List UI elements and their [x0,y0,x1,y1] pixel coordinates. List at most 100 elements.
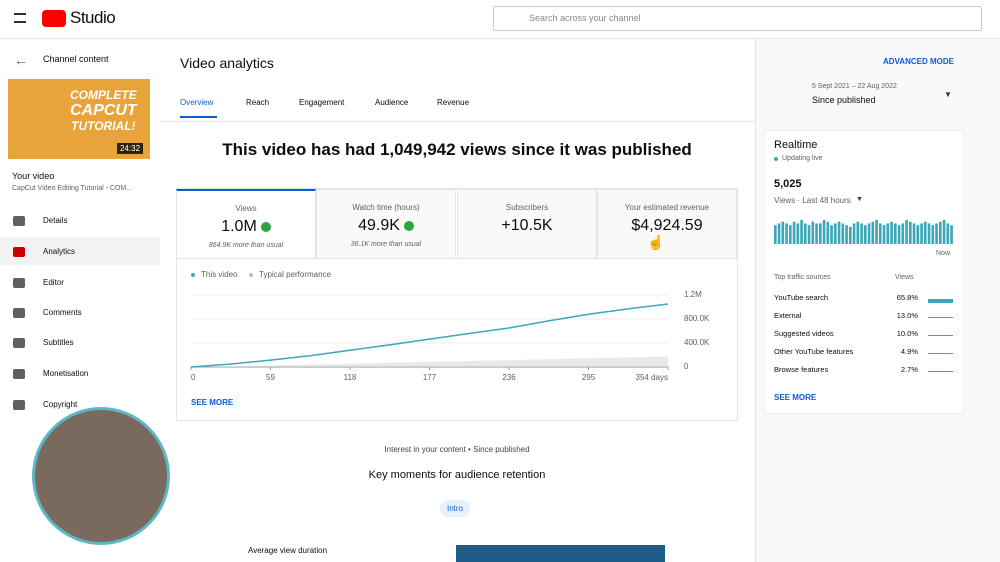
realtime-bar [879,223,882,244]
metric-value: +10.5K [501,217,553,234]
realtime-bar [864,225,867,244]
y-tick-label: 0 [684,362,689,371]
sources-header: Top traffic sources [774,274,831,281]
nav-item[interactable]: Monetisation [43,369,89,378]
y-tick-label: 400.0K [684,338,710,347]
legend-dot [249,273,253,277]
realtime-bar [927,223,931,244]
period[interactable]: Since published [812,95,876,105]
nav-item[interactable]: Editor [43,278,64,287]
headline: This video has had 1,049,942 views since… [222,140,692,159]
realtime-period[interactable]: Views · Last 48 hours [774,196,851,205]
realtime-bar [875,220,878,244]
realtime-bar [774,225,777,244]
realtime-bar [781,221,785,244]
avg-view-label: Average view duration [248,546,328,555]
advanced-mode[interactable]: ADVANCED MODE [883,57,954,66]
realtime-bar [845,225,848,244]
metric-card[interactable]: Your estimated revenue $4,924.59 [597,189,737,259]
period-arrow[interactable]: ▼ [856,196,863,203]
realtime-card [764,130,964,414]
tab[interactable]: Audience [375,98,409,107]
realtime-bar [815,223,818,244]
series-line [190,303,669,368]
metric-label: Subscribers [505,203,549,212]
realtime-bar [804,223,807,244]
tab[interactable]: Revenue [437,98,470,107]
realtime-bar [856,221,860,244]
back-arrow[interactable]: ← [14,52,28,68]
video-title: CapCut Video Editing Tutorial - COM... [12,185,133,192]
realtime-bar [822,220,826,244]
source-name: Suggested videos [774,329,834,338]
x-tick-label: 59 [266,373,275,382]
realtime-bar [841,223,845,244]
realtime-bar [935,223,938,244]
nav-item[interactable]: Comments [43,308,82,317]
tab[interactable]: Overview [180,98,214,107]
y-tick-label: 1.2M [684,290,702,299]
nav-item[interactable]: Details [43,216,68,225]
nav-item[interactable]: Analytics [43,247,76,256]
chip[interactable]: Intro [440,500,471,517]
analytics-card [176,188,738,421]
x-tick-label: 0 [191,373,196,382]
app-name: Studio [70,8,116,27]
metric-note: 864.9K more than usual [208,242,284,249]
realtime-bar [931,225,935,244]
realtime-bar [886,223,890,244]
y-tick-label: 800.0K [684,314,710,323]
realtime-bar [942,220,946,244]
realtime-bar [819,223,822,244]
source-share: 4.9% [900,347,918,356]
realtime-bar [939,221,942,244]
tab[interactable]: Reach [246,98,270,107]
realtime-count: 5,025 [774,178,802,190]
tab-underline [180,116,217,118]
metric-value: 49.9K [358,217,400,234]
nav-highlight [0,237,160,265]
realtime-bar [852,223,856,244]
x-tick-label: 118 [344,373,357,382]
realtime-bar [920,223,923,244]
dropdown-arrow[interactable]: ▼ [944,90,952,99]
x-tick-label: 295 [582,373,596,382]
search-box[interactable] [493,6,982,31]
legend-label: Typical performance [259,270,332,279]
metric-card[interactable]: Subscribers +10.5K [457,189,597,259]
realtime-bar [860,223,863,244]
metric-card[interactable]: Watch time (hours) 49.9K 36.1K more than u… [316,189,456,259]
thumbnail-line: CAPCUT [70,102,137,119]
realtime-bar [811,221,815,244]
source-name: YouTube search [774,293,829,302]
realtime-bar [894,223,897,244]
metric-card[interactable]: Views 1.0M 864.9K more than usual [176,189,316,259]
cursor: ☝ [647,234,665,250]
top-bar [0,0,1000,39]
see-more[interactable]: SEE MORE [191,398,234,407]
interest-label: Interest in your content • Since publish… [384,445,530,454]
realtime-bar [867,223,871,244]
see-more[interactable]: SEE MORE [774,393,817,402]
realtime-bar [946,223,950,244]
now-label: Now [936,250,951,257]
realtime-bar [830,225,833,244]
nav-item[interactable]: Subtitles [43,338,74,347]
x-tick-label: 354 days [636,373,668,382]
date-range[interactable]: 5 Sept 2021 – 22 Aug 2022 [812,83,897,90]
source-name: External [774,311,802,320]
menu-button[interactable] [14,13,26,23]
realtime-title: Realtime [774,139,818,151]
nav-item[interactable]: Copyright [43,400,78,409]
realtime-bar [826,221,830,244]
legend-label: This video [201,270,238,279]
sparkline [928,353,953,354]
legend-dot [191,273,195,277]
metric-label: Your estimated revenue [624,203,710,212]
tab[interactable]: Engagement [299,98,345,107]
source-share: 13.0% [896,311,918,320]
realtime-bar [785,223,788,244]
realtime-bar [882,225,886,244]
